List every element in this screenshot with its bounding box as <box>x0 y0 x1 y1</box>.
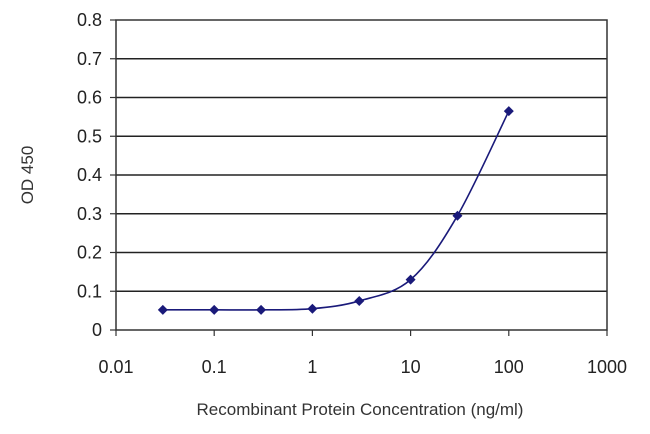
data-point <box>157 304 168 315</box>
y-axis-title: OD 450 <box>18 146 37 205</box>
data-point <box>256 304 267 315</box>
data-point <box>503 106 514 117</box>
data-point <box>209 304 220 315</box>
x-tick-label: 0.01 <box>98 357 133 377</box>
x-tick-label: 0.1 <box>202 357 227 377</box>
x-tick-label: 10 <box>401 357 421 377</box>
x-tick-label: 100 <box>494 357 524 377</box>
y-tick-label: 0.1 <box>77 281 102 301</box>
y-tick-label: 0.2 <box>77 243 102 263</box>
series-group <box>157 106 514 315</box>
y-tick-label: 0.6 <box>77 88 102 108</box>
data-point <box>307 303 318 314</box>
y-tick-label: 0.7 <box>77 49 102 69</box>
data-point <box>452 210 463 221</box>
data-point <box>405 274 416 285</box>
x-axis-ticks: 0.01 0.1 1 10 100 1000 <box>98 330 627 377</box>
y-tick-label: 0.5 <box>77 126 102 146</box>
grid-lines <box>116 58 607 292</box>
x-axis-title: Recombinant Protein Concentration (ng/ml… <box>197 400 524 419</box>
x-tick-label: 1 <box>307 357 317 377</box>
y-tick-label: 0 <box>92 320 102 340</box>
y-tick-label: 0.4 <box>77 165 102 185</box>
y-tick-label: 0.3 <box>77 204 102 224</box>
y-axis-ticks: 0 0.1 0.2 0.3 0.4 0.5 0.6 0.7 0.8 <box>77 10 116 340</box>
y-tick-label: 0.8 <box>77 10 102 30</box>
series-line <box>162 110 510 311</box>
data-point <box>354 295 365 306</box>
x-tick-label: 1000 <box>587 357 627 377</box>
